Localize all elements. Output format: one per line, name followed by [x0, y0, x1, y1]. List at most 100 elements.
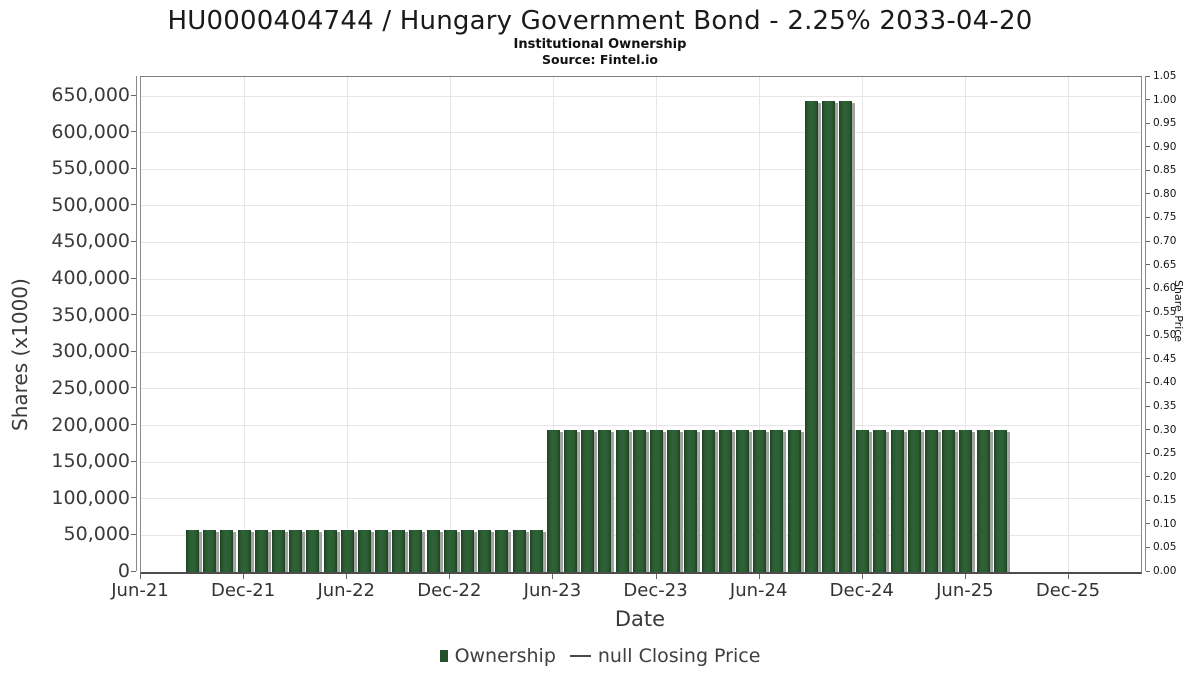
y-tick-mark-right: [1146, 287, 1150, 289]
y-tick-mark-right: [1146, 169, 1150, 171]
y-tick-label-left: 0: [117, 560, 130, 582]
ownership-bar[interactable]: [856, 429, 870, 572]
h-gridline: [141, 388, 1141, 390]
ownership-bar[interactable]: [271, 530, 285, 572]
ownership-bar[interactable]: [753, 429, 767, 572]
y-tick-label-left: 200,000: [51, 413, 130, 436]
ownership-bar[interactable]: [529, 530, 543, 572]
ownership-bar[interactable]: [289, 530, 303, 572]
y-tick-mark-left: [131, 460, 136, 462]
y-tick-label-left: 350,000: [51, 303, 130, 326]
legend-item-null-closing-price[interactable]: null Closing Price: [569, 645, 760, 667]
ownership-bar[interactable]: [581, 429, 595, 572]
v-gridline: [862, 77, 864, 572]
ownership-bar[interactable]: [203, 530, 217, 572]
ownership-bar[interactable]: [993, 429, 1007, 572]
y-tick-mark-right: [1146, 381, 1150, 383]
ownership-bar[interactable]: [667, 429, 681, 572]
chart-title: HU0000404744 / Hungary Government Bond -…: [167, 6, 1033, 36]
y-tick-label-right: 0.50: [1153, 329, 1177, 342]
ownership-bar[interactable]: [323, 530, 337, 572]
ownership-bar[interactable]: [409, 530, 423, 572]
y-tick-mark-right: [1146, 405, 1150, 407]
ownership-bar[interactable]: [220, 530, 234, 572]
ownership-bar[interactable]: [770, 429, 784, 572]
ownership-bar[interactable]: [254, 530, 268, 572]
ownership-bar[interactable]: [804, 101, 818, 572]
ownership-bar[interactable]: [701, 429, 715, 572]
y-tick-mark-right: [1146, 264, 1150, 266]
ownership-bar[interactable]: [426, 530, 440, 572]
ownership-bar[interactable]: [478, 530, 492, 572]
ownership-bar[interactable]: [461, 530, 474, 572]
y-tick-mark-right: [1146, 334, 1150, 336]
ownership-bar[interactable]: [787, 429, 801, 572]
y-tick-mark-left: [131, 314, 136, 316]
y-tick-label-left: 500,000: [51, 193, 130, 216]
h-gridline: [141, 205, 1141, 207]
ownership-bar[interactable]: [340, 530, 354, 572]
x-tick-label: Dec-24: [829, 580, 894, 601]
ownership-bar[interactable]: [839, 101, 853, 572]
x-tick-mark: [243, 574, 245, 579]
y-tick-label-right: 0.05: [1153, 541, 1177, 554]
ownership-bar[interactable]: [873, 429, 887, 572]
y-tick-label-right: 0.60: [1153, 282, 1177, 295]
ownership-bar[interactable]: [357, 530, 371, 572]
y-tick-label-left: 600,000: [51, 120, 130, 143]
y-tick-mark-right: [1146, 546, 1150, 548]
x-tick-mark: [758, 574, 760, 579]
ownership-bar[interactable]: [564, 429, 578, 572]
x-tick-label: Jun-22: [317, 580, 375, 601]
legend-item-ownership[interactable]: Ownership: [439, 645, 556, 667]
y-tick-label-right: 0.75: [1153, 211, 1177, 224]
legend-label: Ownership: [454, 645, 556, 667]
h-gridline: [141, 241, 1141, 243]
y-tick-label-right: 0.95: [1153, 117, 1177, 130]
ownership-bar[interactable]: [632, 429, 646, 572]
ownership-bar[interactable]: [959, 429, 973, 572]
v-gridline: [552, 77, 554, 572]
h-gridline: [141, 278, 1141, 280]
y-tick-mark-right: [1146, 75, 1150, 77]
x-tick-mark: [140, 574, 141, 579]
ownership-bar[interactable]: [890, 429, 904, 572]
ownership-bar[interactable]: [186, 530, 200, 572]
y-tick-mark-right: [1146, 452, 1150, 454]
h-gridline: [141, 351, 1141, 353]
y-tick-label-right: 0.40: [1153, 376, 1177, 389]
y-tick-label-left: 400,000: [51, 267, 130, 290]
v-gridline: [1068, 77, 1070, 572]
ownership-bar[interactable]: [237, 530, 251, 572]
y-tick-label-right: 0.90: [1153, 140, 1177, 153]
ownership-bar[interactable]: [546, 429, 560, 572]
ownership-bar[interactable]: [684, 429, 698, 572]
ownership-bar[interactable]: [306, 530, 320, 572]
y-tick-label-left: 450,000: [51, 230, 130, 253]
ownership-bar[interactable]: [512, 530, 526, 572]
v-gridline: [759, 77, 761, 572]
x-tick-mark: [655, 574, 657, 579]
ownership-bar[interactable]: [495, 530, 509, 572]
ownership-bar[interactable]: [907, 429, 921, 572]
ownership-bar[interactable]: [821, 101, 835, 572]
ownership-bar[interactable]: [375, 530, 389, 572]
x-tick-label: Dec-21: [210, 580, 276, 601]
ownership-bar[interactable]: [976, 429, 990, 572]
left-axis-spine: [136, 76, 137, 571]
x-tick-label: Jun-23: [523, 580, 582, 601]
ownership-bar[interactable]: [615, 429, 629, 572]
ownership-bar[interactable]: [735, 429, 749, 572]
x-tick-label: Jun-24: [729, 580, 788, 601]
ownership-bar[interactable]: [392, 530, 406, 572]
y-tick-mark-right: [1146, 523, 1150, 525]
v-gridline: [656, 77, 658, 572]
ownership-bar[interactable]: [650, 429, 664, 572]
y-tick-label-left: 550,000: [51, 157, 130, 180]
ownership-bar[interactable]: [942, 429, 956, 572]
ownership-bar[interactable]: [718, 429, 732, 572]
h-gridline: [141, 95, 1141, 97]
ownership-bar[interactable]: [925, 429, 938, 572]
ownership-bar[interactable]: [598, 429, 612, 572]
ownership-bar[interactable]: [443, 530, 457, 572]
